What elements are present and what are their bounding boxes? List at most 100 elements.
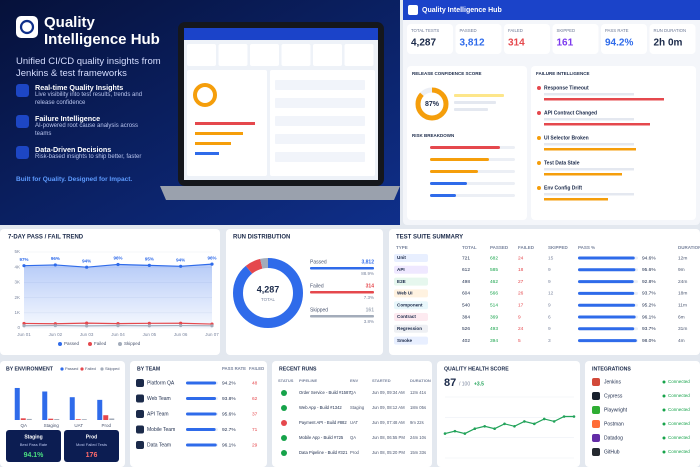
card-value: 94.1% xyxy=(24,452,45,459)
health-point xyxy=(562,415,566,418)
legend-label: Failed xyxy=(310,283,324,289)
bar xyxy=(75,419,81,420)
team-icon xyxy=(136,441,144,449)
column-header: SKIPPED xyxy=(548,245,569,250)
x-tick-label: Jun 04 xyxy=(111,332,125,337)
cell: 95.2% xyxy=(642,302,656,308)
failure-bar xyxy=(544,98,664,101)
legend-bar xyxy=(310,267,374,270)
suite-type: Unit xyxy=(397,255,406,260)
section-title: INTEGRATIONS xyxy=(592,366,631,372)
bar xyxy=(69,397,75,420)
status-dot xyxy=(662,408,666,412)
column-header: PASS RATE xyxy=(222,366,246,371)
kpi-value: 161 xyxy=(557,38,574,49)
health-point xyxy=(463,432,467,435)
logo xyxy=(16,16,38,38)
status-dot xyxy=(662,394,666,398)
cell: 585 xyxy=(490,267,498,273)
pass-bar xyxy=(186,412,217,416)
type-tag xyxy=(394,265,428,274)
legend-bar xyxy=(310,291,374,294)
suite-type: Component xyxy=(397,302,423,307)
cell: Payment API - Build #882 xyxy=(299,420,347,425)
kpi-value: 314 xyxy=(508,38,525,49)
failure-dot xyxy=(537,136,541,140)
cell: Jun 08, 06:55 PM xyxy=(372,435,405,440)
integration-name: Jenkins xyxy=(604,379,621,385)
mini-row xyxy=(275,152,365,162)
status-dot xyxy=(662,380,666,384)
suite-type: API xyxy=(397,267,405,272)
legend-swatch xyxy=(88,342,92,346)
risk-bar xyxy=(430,182,467,185)
legend-swatch xyxy=(60,367,64,371)
type-tag xyxy=(394,336,428,345)
kpi-label: RUN DURATION xyxy=(654,28,687,33)
integration-icon xyxy=(592,392,600,400)
legend-label: Passed xyxy=(64,341,80,346)
legend-label: Passed xyxy=(65,366,78,371)
panel xyxy=(504,24,550,54)
pass-bar xyxy=(578,256,635,260)
panel xyxy=(389,229,700,355)
chart-title: RUN DISTRIBUTION xyxy=(233,235,290,241)
bar xyxy=(42,391,48,420)
gauge-arc xyxy=(415,87,449,121)
cell: 384 xyxy=(462,314,470,320)
kpi-label: SKIPPED xyxy=(557,28,576,33)
cell: 95.6% xyxy=(222,411,236,417)
panel xyxy=(585,361,700,467)
integration-status: Connected xyxy=(668,449,690,454)
legend-pct: 88.9% xyxy=(361,271,374,276)
legend-bar xyxy=(310,315,374,318)
cell: 5 xyxy=(518,338,521,344)
column-header: PASS % xyxy=(578,245,595,250)
laptop-base xyxy=(160,186,400,200)
status-dot xyxy=(662,436,666,440)
cell: 3 xyxy=(548,338,551,344)
integration-icon xyxy=(592,378,600,386)
bar xyxy=(54,419,60,420)
team-icon xyxy=(136,425,144,434)
cell: Prod xyxy=(350,450,360,455)
series-point xyxy=(179,323,183,328)
type-tag xyxy=(394,301,428,310)
status-icon xyxy=(281,435,287,441)
cell: 96.1% xyxy=(642,314,656,320)
health-point xyxy=(503,422,506,426)
team-icon xyxy=(136,379,144,387)
series-point xyxy=(147,263,151,267)
status-line xyxy=(454,94,504,97)
rate-label: 96% xyxy=(51,256,60,261)
column-header: DURATION xyxy=(678,245,700,250)
mini-bar xyxy=(195,132,243,135)
health-point xyxy=(513,424,516,428)
legend-swatch xyxy=(80,367,84,371)
x-tick-label: Prod xyxy=(101,423,111,428)
integration-status: Connected xyxy=(668,435,690,440)
status-icon xyxy=(281,420,287,426)
legend-value: 3,812 xyxy=(361,259,374,265)
cell: 402 xyxy=(462,338,470,344)
cell: 18m xyxy=(678,291,687,297)
cell: 48 xyxy=(252,380,258,386)
mini-row xyxy=(275,98,365,108)
team-name: Data Team xyxy=(147,442,171,448)
panel xyxy=(407,66,527,220)
legend-value: 161 xyxy=(366,307,375,313)
feature-icon xyxy=(16,115,29,128)
kpi-value: 4,287 xyxy=(411,38,436,49)
cell: 566 xyxy=(490,291,498,297)
integration-status: Connected xyxy=(668,421,690,426)
risk-bar xyxy=(430,158,489,161)
series-point xyxy=(22,321,26,326)
y-tick-label: 2K xyxy=(14,295,20,300)
score: 87 xyxy=(444,377,456,389)
risk-bar xyxy=(430,146,500,149)
team-name: API Team xyxy=(147,411,169,417)
pass-bar xyxy=(186,428,216,431)
bar xyxy=(81,419,87,420)
x-tick-label: Jun 02 xyxy=(49,332,63,337)
panel xyxy=(649,24,696,54)
